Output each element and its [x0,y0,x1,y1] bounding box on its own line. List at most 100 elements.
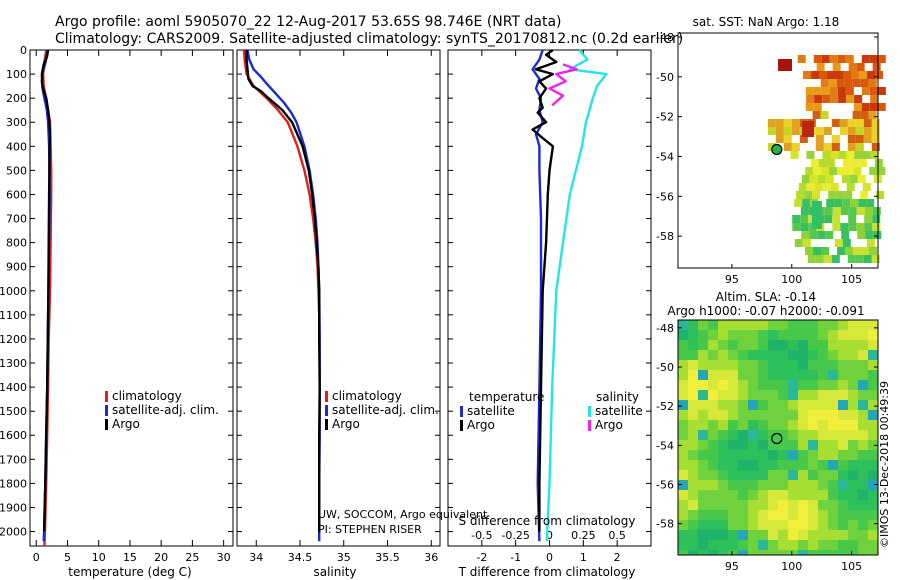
sst-map-title: sat. SST: NaN Argo: 1.18 [693,15,840,29]
sla-cell [828,470,838,480]
sst-cell [820,111,829,119]
sst-cell [872,207,881,215]
diff-xlabel: T difference from climatology [458,565,636,579]
sst-cell [802,239,811,247]
sst-cell [821,55,830,63]
sla-cell [708,490,718,500]
legend-swatch [105,391,108,402]
s-diff-tick-label: 0 [546,529,553,542]
sla-cell [798,410,808,420]
sla-cell [718,350,728,360]
sst-cell [855,119,864,127]
sla-cell [828,440,838,450]
sla-cell [858,380,868,390]
sst-cell [832,215,841,223]
sla-cell [728,410,738,420]
sla-cell [828,340,838,350]
sla-cell [798,550,808,555]
sla-cell [738,360,748,370]
sla-cell [778,350,788,360]
sst-cell [871,255,880,263]
sst-cell [877,87,886,95]
sla-cell [768,450,778,460]
sst-cell [823,143,832,151]
series-s-satellite [545,49,608,542]
sla-cell [818,480,828,490]
sla-cell [728,360,738,370]
sla-cell [818,530,828,540]
sst-cell [767,119,776,127]
sst-cell [854,95,863,103]
sst-cell [853,167,862,175]
lon-tick-label: 100 [781,273,802,286]
sla-cell [748,550,758,555]
sla-cell [858,340,868,350]
sla-cell [768,550,778,555]
sla-cell [728,520,738,530]
sla-cell [688,440,698,450]
lat-tick-label: -56 [656,479,674,492]
sla-cell [818,360,828,370]
sla-cell [838,460,848,470]
sst-cell [870,95,879,103]
legend-label: Argo [467,418,495,432]
sla-cell [858,470,868,480]
sla-cell [838,400,848,410]
sla-cell [838,520,848,530]
sla-cell [838,340,848,350]
sla-cell [748,390,758,400]
legend-label: satellite [595,404,643,418]
sst-cell [767,127,776,135]
sla-cell [758,450,768,460]
sla-cell [868,340,878,350]
sla-cell [738,350,748,360]
sst-cell [851,71,860,79]
sla-cell [758,510,768,520]
sla-cell [678,390,688,400]
sla-cell [798,390,808,400]
sla-cell [708,380,718,390]
sla-cell [798,400,808,410]
sla-cell [788,380,798,390]
sst-cell [860,79,869,87]
sst-cell [877,167,886,175]
sla-cell [768,480,778,490]
sla-cell [858,430,868,440]
sla-cell [748,410,758,420]
depth-tick-label: 600 [6,188,27,201]
sla-cell [778,380,788,390]
sla-cell [698,400,708,410]
sla-cell [838,390,848,400]
sla-cell [738,550,748,555]
sla-cell [838,480,848,490]
lat-tick-label: -58 [656,230,674,243]
sla-cell [798,380,808,390]
s-diff-tick-label: -0.25 [501,529,529,542]
sla-cell [788,510,798,520]
sla-cell [728,440,738,450]
sla-cell [868,460,878,470]
sst-cell [813,103,822,111]
sla-cell [678,500,688,510]
sst-cell [869,247,878,255]
sla-cell [678,530,688,540]
sla-cell [678,460,688,470]
sst-cell [797,55,806,63]
sla-cell [678,480,688,490]
sla-cell [708,480,718,490]
sst-cell [817,175,826,183]
sla-cell [678,420,688,430]
sst-cell [836,191,845,199]
sla-cell [708,350,718,360]
sla-cell [818,400,828,410]
sla-cell [678,550,688,555]
sla-cell [808,430,818,440]
sla-cell [758,470,768,480]
sla-cell [738,460,748,470]
sla-cell [718,380,728,390]
sla-cell [858,460,868,470]
sla-cell [818,500,828,510]
sst-cell [841,175,850,183]
sst-cell [801,175,810,183]
sla-cell [828,320,838,330]
